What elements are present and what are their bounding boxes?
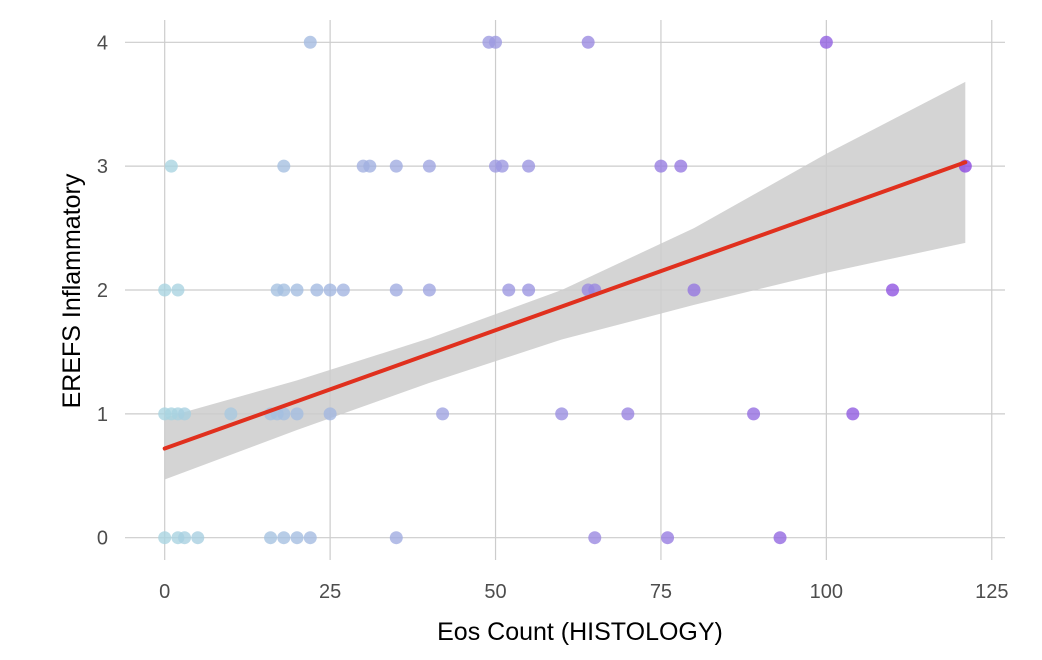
data-point bbox=[846, 407, 860, 421]
data-point bbox=[158, 531, 172, 545]
data-point bbox=[436, 407, 450, 421]
y-tick-label: 1 bbox=[97, 404, 108, 426]
data-point bbox=[277, 159, 291, 173]
y-tick-label: 4 bbox=[97, 32, 108, 54]
data-point bbox=[277, 531, 291, 545]
data-point bbox=[747, 407, 761, 421]
data-point bbox=[323, 407, 337, 421]
fit-line-layer bbox=[162, 160, 968, 451]
data-point bbox=[522, 159, 536, 173]
confidence-band-layer bbox=[164, 81, 966, 480]
y-tick-labels: 0 1 2 3 4 bbox=[97, 32, 108, 549]
data-point bbox=[178, 531, 192, 545]
data-point bbox=[654, 159, 668, 173]
data-point bbox=[621, 407, 635, 421]
data-point bbox=[310, 283, 324, 297]
y-tick-label: 2 bbox=[97, 280, 108, 302]
x-tick-label: 100 bbox=[810, 581, 843, 603]
data-point bbox=[178, 407, 192, 421]
data-point bbox=[363, 159, 377, 173]
data-point bbox=[819, 35, 833, 49]
data-point bbox=[191, 531, 205, 545]
data-point bbox=[290, 283, 304, 297]
data-point bbox=[290, 407, 304, 421]
data-point bbox=[389, 159, 403, 173]
x-tick-label: 0 bbox=[159, 581, 170, 603]
data-point bbox=[323, 283, 337, 297]
data-point bbox=[522, 283, 536, 297]
fit-line bbox=[162, 160, 968, 451]
data-point bbox=[336, 283, 350, 297]
data-point bbox=[588, 531, 602, 545]
data-point bbox=[277, 283, 291, 297]
data-point bbox=[303, 35, 317, 49]
data-point bbox=[661, 531, 675, 545]
data-point bbox=[290, 531, 304, 545]
y-axis-title: EREFS Inflammatory bbox=[58, 173, 86, 408]
data-points bbox=[158, 35, 972, 545]
y-tick-label: 0 bbox=[97, 528, 108, 550]
data-point bbox=[389, 531, 403, 545]
x-tick-labels: 0 25 50 75 100 125 bbox=[159, 581, 1008, 603]
x-tick-label: 125 bbox=[975, 581, 1008, 603]
x-tick-label: 25 bbox=[319, 581, 341, 603]
data-point bbox=[886, 283, 900, 297]
data-point bbox=[171, 283, 185, 297]
data-point bbox=[422, 283, 436, 297]
data-point bbox=[164, 159, 178, 173]
data-point bbox=[303, 531, 317, 545]
data-point bbox=[495, 159, 509, 173]
data-point bbox=[389, 283, 403, 297]
data-point bbox=[581, 35, 595, 49]
x-axis-title: Eos Count (HISTOLOGY) bbox=[437, 618, 723, 646]
data-point bbox=[773, 531, 787, 545]
data-point bbox=[489, 35, 503, 49]
data-point bbox=[277, 407, 291, 421]
y-tick-label: 3 bbox=[97, 156, 108, 178]
x-tick-label: 50 bbox=[484, 581, 506, 603]
x-tick-label: 75 bbox=[650, 581, 672, 603]
data-point bbox=[264, 531, 278, 545]
data-point bbox=[422, 159, 436, 173]
data-point bbox=[687, 283, 701, 297]
confidence-band bbox=[164, 81, 966, 480]
data-point bbox=[674, 159, 688, 173]
data-point bbox=[158, 283, 172, 297]
data-point bbox=[502, 283, 516, 297]
data-point bbox=[555, 407, 569, 421]
data-point bbox=[224, 407, 238, 421]
